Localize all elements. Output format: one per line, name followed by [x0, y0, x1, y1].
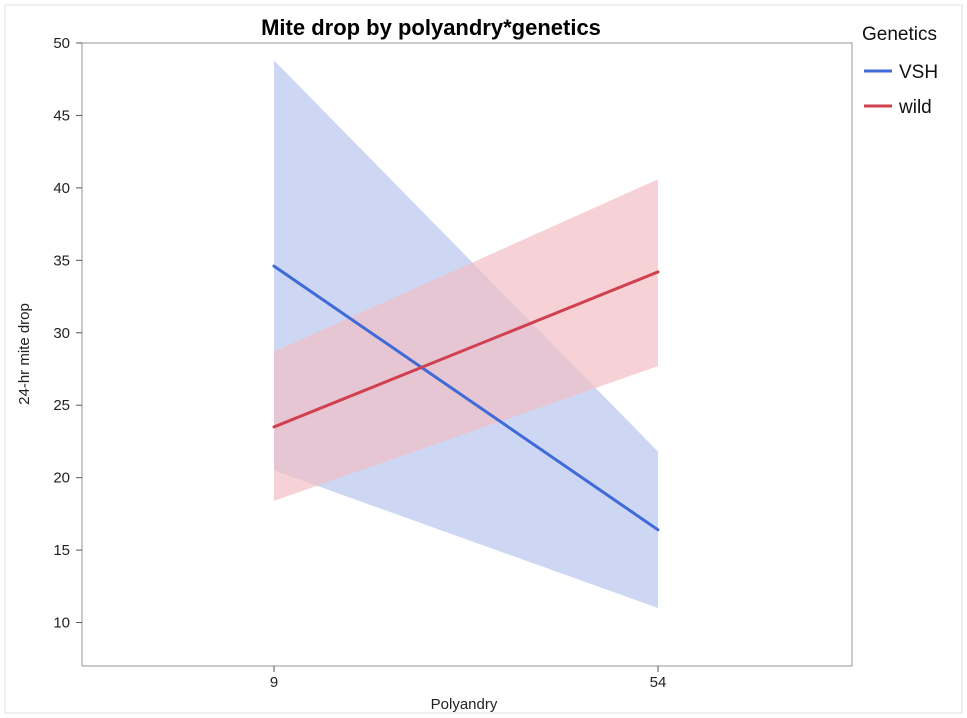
y-tick-label: 20: [53, 470, 70, 487]
y-tick-label: 50: [53, 35, 70, 52]
y-tick-label: 10: [53, 615, 70, 632]
legend: VSH wild: [864, 62, 938, 118]
y-tick-label: 25: [53, 397, 70, 414]
x-tick-label: 54: [650, 674, 667, 691]
y-tick-label: 35: [53, 252, 70, 269]
y-axis: 10 15 20 25 30 35 40 45 50: [53, 35, 82, 632]
y-axis-label: 24-hr mite drop: [16, 303, 33, 405]
y-tick-label: 30: [53, 325, 70, 342]
legend-label-wild: wild: [898, 97, 932, 118]
chart-outer-border: [4, 4, 963, 714]
fit-lines: [272, 264, 660, 532]
plot-frame: [81, 42, 853, 667]
legend-label-vsh: VSH: [899, 62, 938, 83]
x-axis-label: Polyandry: [431, 696, 498, 713]
x-tick-label: 9: [270, 674, 278, 691]
y-tick-label: 45: [53, 107, 70, 124]
y-tick-label: 40: [53, 180, 70, 197]
series-line-vsh: [272, 264, 660, 532]
y-tick-label: 15: [53, 542, 70, 559]
series-line-wild: [272, 270, 660, 429]
legend-title: Genetics: [862, 24, 937, 45]
confidence-band-wild: [274, 179, 658, 501]
chart-title: Mite drop by polyandry*genetics: [261, 15, 601, 40]
x-axis: 9 54: [270, 666, 667, 691]
confidence-bands: [274, 60, 658, 609]
